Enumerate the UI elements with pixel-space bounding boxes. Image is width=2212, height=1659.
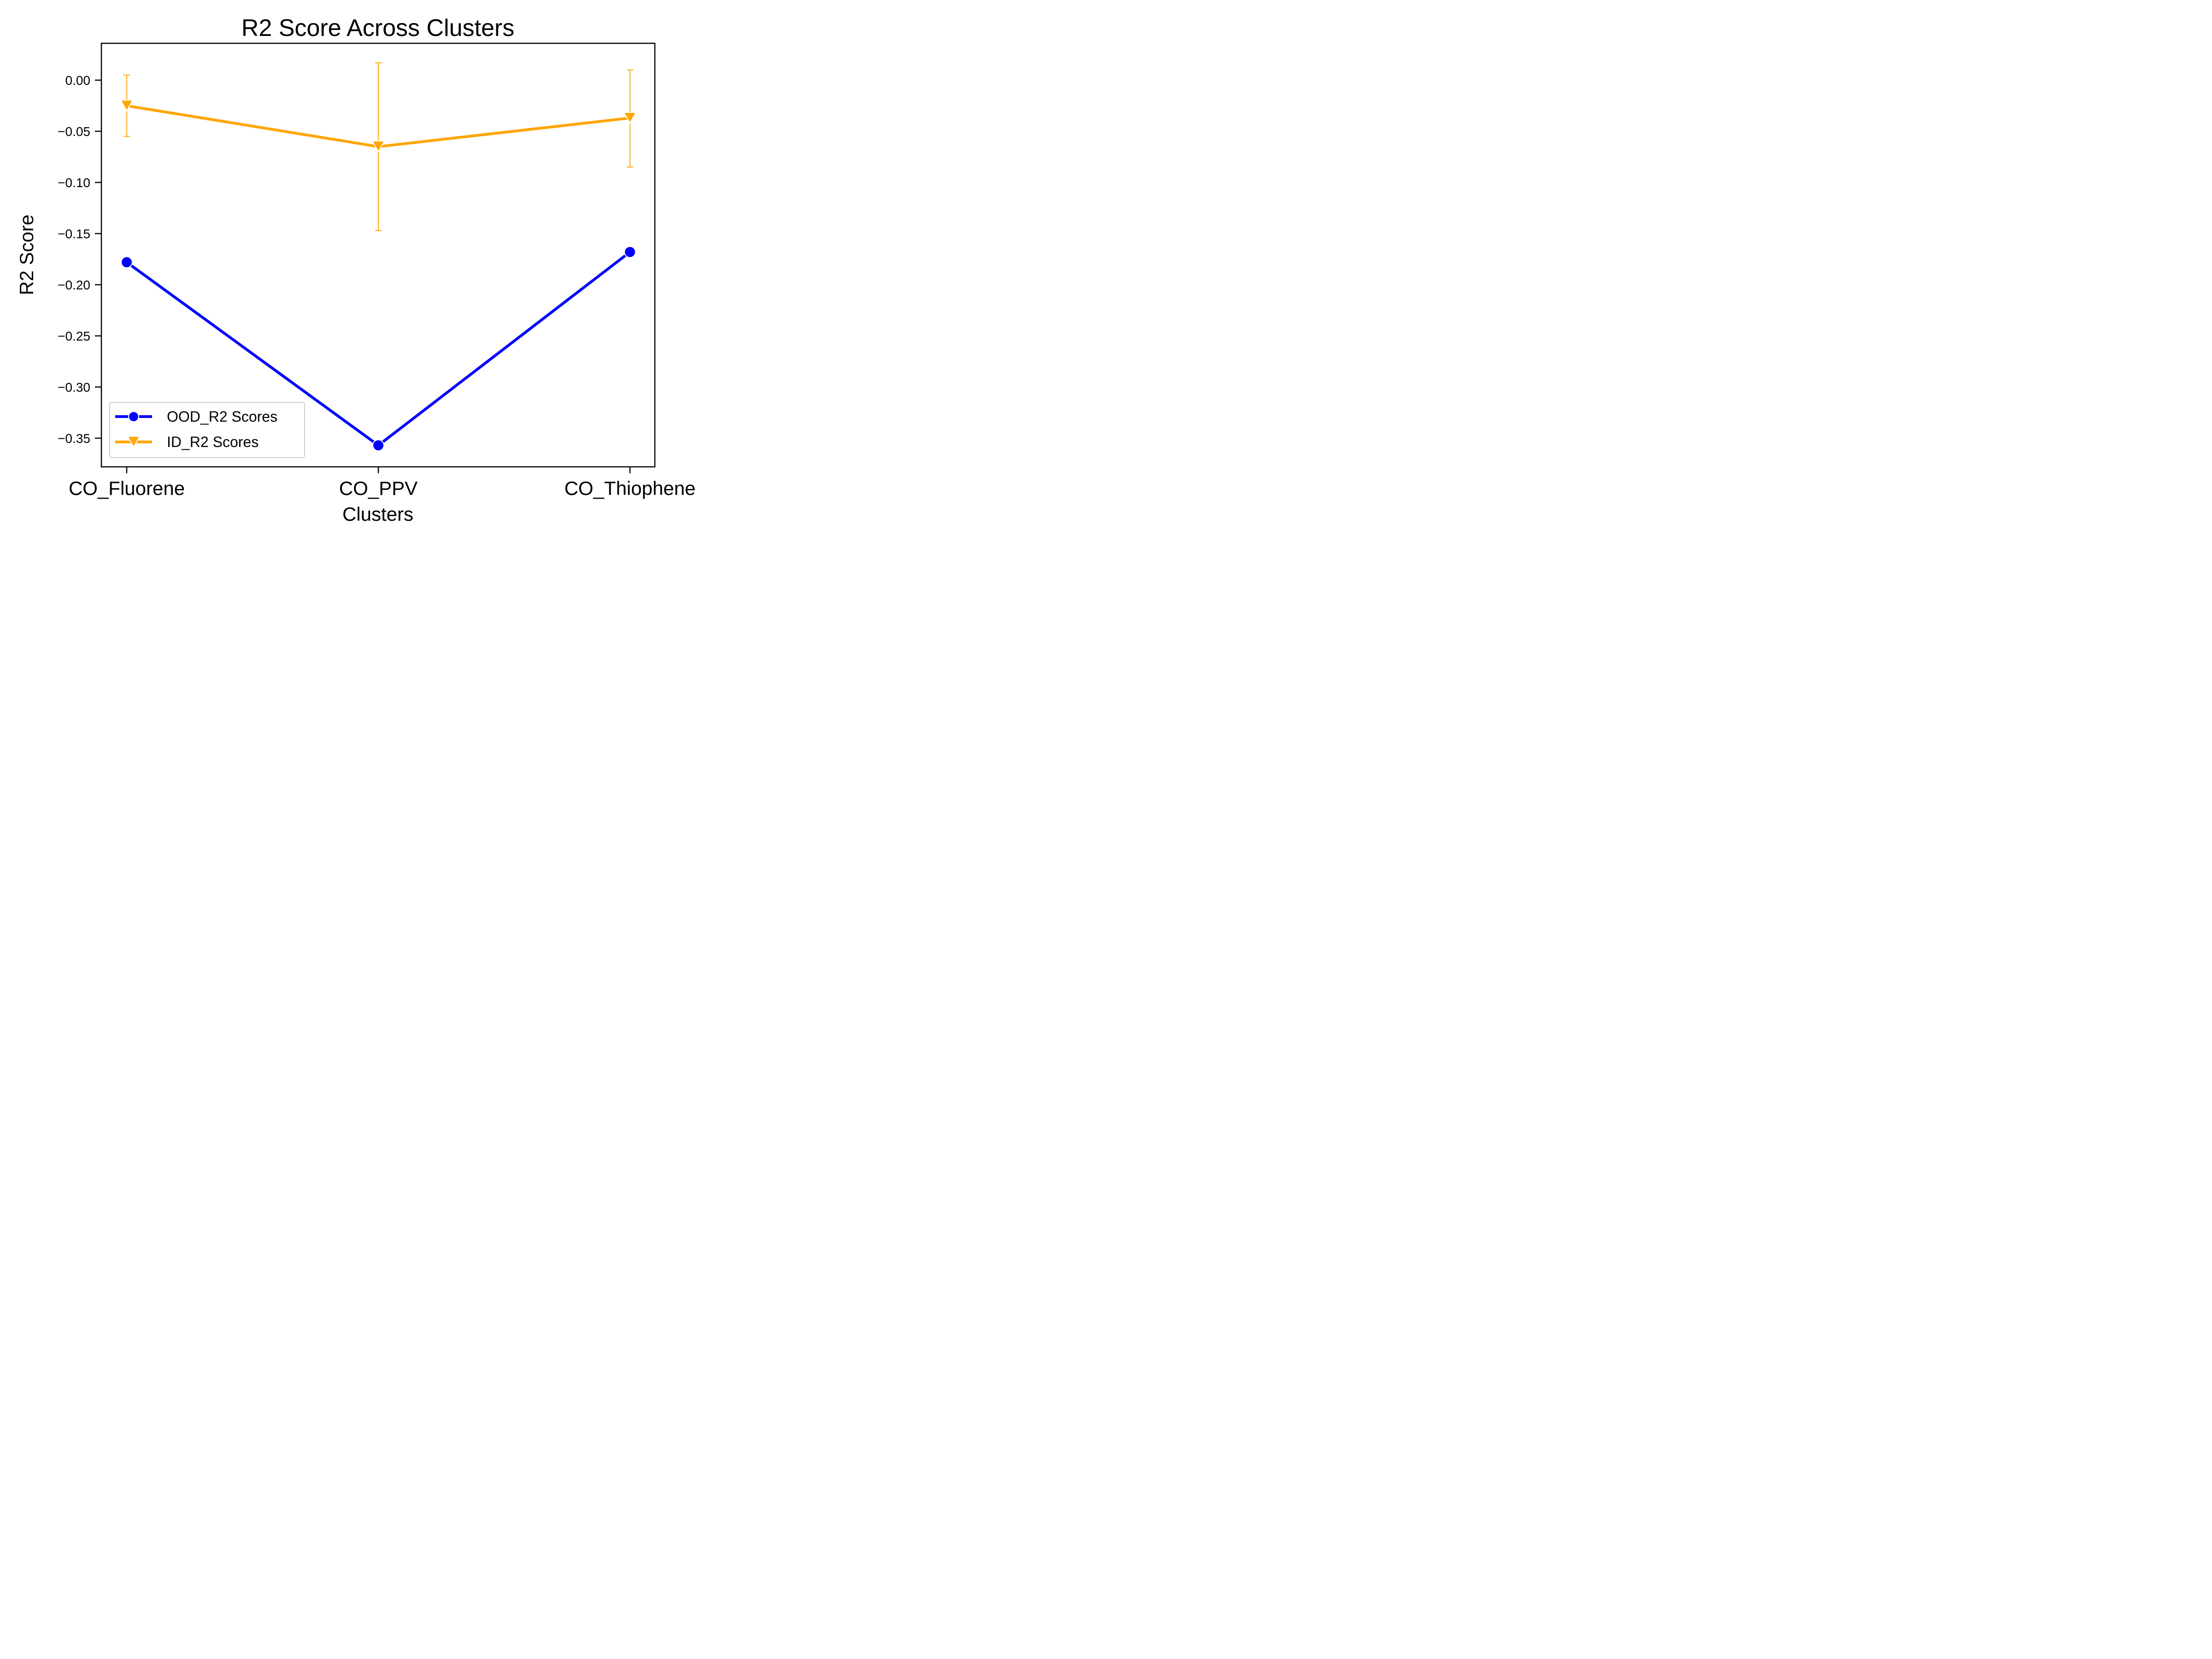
y-tick-label: −0.20 — [58, 278, 90, 292]
plot-area — [120, 62, 637, 452]
y-tick-label: −0.25 — [58, 329, 90, 343]
data-point — [623, 112, 637, 124]
data-point — [121, 256, 133, 269]
x-axis-label: Clusters — [342, 503, 413, 525]
y-tick-label: −0.10 — [58, 176, 90, 190]
series-id — [120, 62, 637, 231]
chart: R2 Score Across Clusters R2 Score Cluste… — [16, 15, 696, 525]
x-tick-label: CO_Thiophene — [565, 477, 696, 499]
legend-box — [109, 402, 305, 458]
y-tick-label: −0.15 — [58, 227, 90, 241]
y-tick-label: −0.30 — [58, 380, 90, 394]
y-tick-label: 0.00 — [65, 73, 91, 88]
legend-marker-id — [127, 436, 141, 448]
y-axis-label: R2 Score — [16, 214, 37, 295]
data-point — [624, 246, 636, 258]
data-point — [371, 141, 385, 153]
y-tick-label: −0.05 — [58, 124, 90, 139]
series-ood — [121, 246, 636, 452]
data-point — [372, 439, 384, 452]
legend-label-ood: OOD_R2 Scores — [167, 408, 277, 425]
legend-label-id: ID_R2 Scores — [167, 434, 259, 450]
x-tick-label: CO_PPV — [339, 477, 418, 499]
chart-title: R2 Score Across Clusters — [241, 15, 514, 41]
data-point — [120, 100, 134, 112]
legend: OOD_R2 Scores ID_R2 Scores — [109, 402, 305, 458]
x-tick-label: CO_Fluorene — [69, 477, 185, 499]
legend-marker-ood — [128, 411, 139, 422]
y-tick-label: −0.35 — [58, 431, 90, 446]
